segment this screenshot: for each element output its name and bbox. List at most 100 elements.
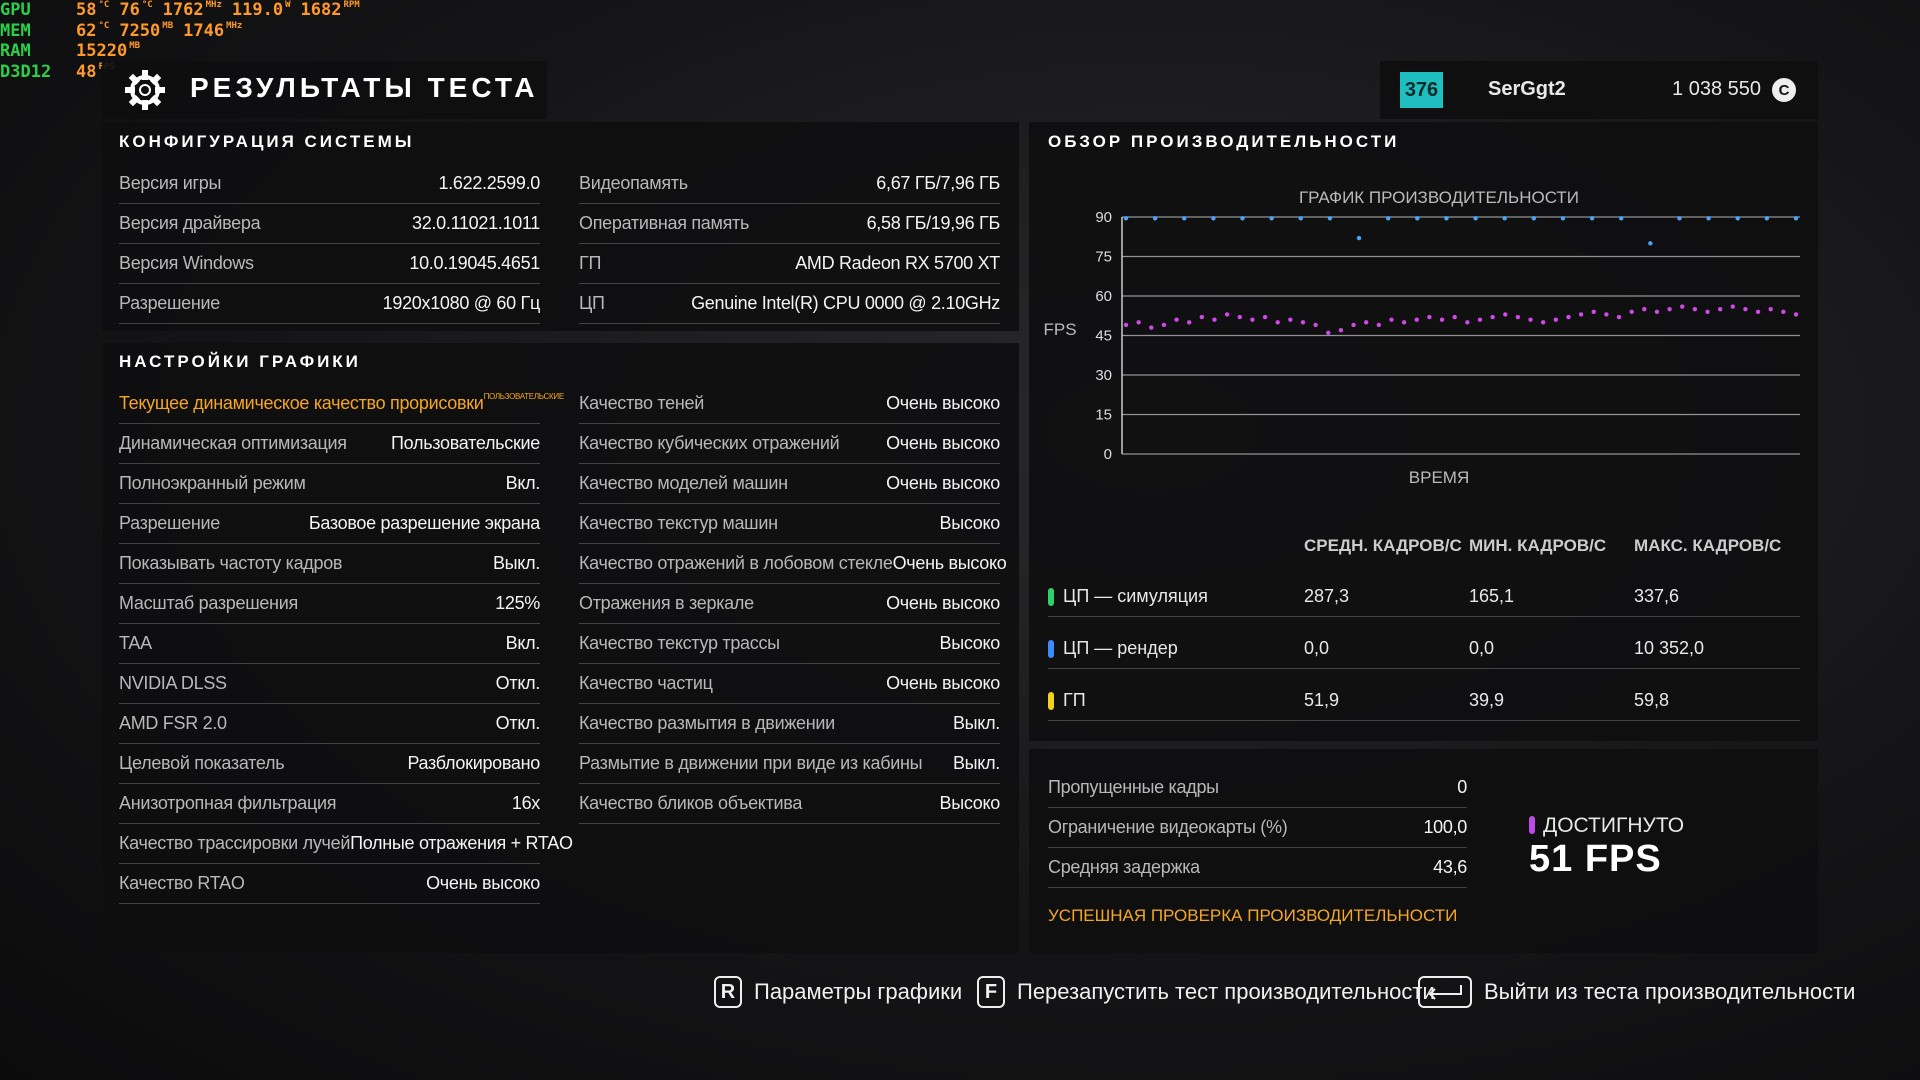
setting-row: Разрешение Базовое разрешение экрана [119, 504, 540, 544]
fps-point [1619, 216, 1624, 221]
fps-point [1415, 216, 1420, 221]
setting-label: Качество RTAO [119, 873, 245, 893]
fps-point [1250, 317, 1255, 322]
y-tick-label: 60 [1095, 288, 1112, 305]
overlay-label: D3D12 [0, 61, 52, 82]
fps-point [1376, 322, 1382, 328]
fps-point [1269, 216, 1274, 221]
fps-point [1224, 312, 1230, 317]
fps-point [1452, 314, 1457, 320]
button-label: Выйти из теста производительности [1484, 979, 1856, 1004]
setting-row: NVIDIA DLSS Откл. [119, 664, 540, 704]
stats-value: 10 352,0 [1634, 638, 1705, 658]
overlay-value: 15220 [76, 41, 128, 61]
setting-row: Качество текстур трассы Высоко [579, 624, 1000, 664]
setting-row: Ограничение видеокарты (%) 100,0 [1048, 808, 1467, 848]
credits: 1 038 550 [1672, 78, 1761, 100]
setting-row: Качество теней Очень высоко [579, 384, 1000, 424]
fps-point [1540, 320, 1546, 325]
setting-label: Качество трассировки лучей [119, 833, 351, 853]
overlay-value: 62 [76, 20, 97, 41]
overlay-value: 76 [119, 0, 140, 20]
fps-point [1237, 314, 1242, 320]
fps-point [1515, 314, 1521, 320]
y-tick-label: 15 [1095, 407, 1112, 424]
overlay-unit: W [285, 0, 291, 10]
fps-point [1182, 216, 1187, 221]
setting-label: Разрешение [119, 513, 220, 533]
setting-value: 10.0.19045.4651 [409, 253, 540, 273]
setting-row: Оперативная память 6,58 ГБ/19,96 ГБ [579, 204, 1000, 244]
footer-button[interactable]: F Перезапустить тест производительности [977, 976, 1435, 1008]
stats-value: 165,1 [1469, 586, 1515, 606]
setting-label: Качество текстур трассы [579, 633, 780, 653]
setting-row: Текущее динамическое качество прорисовки… [119, 384, 564, 424]
setting-value: 43,6 [1433, 857, 1467, 877]
setting-row: Версия драйвера 32.0.11021.1011 [119, 204, 540, 244]
highlight-label: Текущее динамическое качество прорисовки [119, 393, 484, 413]
fps-point [1589, 216, 1595, 221]
setting-label: Версия драйвера [119, 213, 261, 233]
overlay-row: RAM 15220 MB [0, 41, 140, 61]
graph-xlabel: ВРЕМЯ [1409, 468, 1469, 487]
setting-row: Динамическая оптимизация Пользовательские [119, 424, 540, 464]
setting-row: AMD FSR 2.0 Откл. [119, 704, 540, 744]
setting-value: 16x [511, 793, 540, 813]
stats-value: 39,9 [1469, 690, 1505, 710]
setting-value: 6,67 ГБ/7,96 ГБ [876, 173, 1000, 193]
fps-point [1553, 317, 1559, 322]
setting-row: Качество кубических отражений Очень высок… [579, 424, 1000, 464]
performance-graph: ГРАФИК ПРОИЗВОДИТЕЛЬНОСТИ FPS ВРЕМЯ 0 15 30 45… [1043, 188, 1800, 487]
setting-row: Средняя задержка 43,6 [1048, 848, 1467, 888]
y-tick-label: 0 [1104, 446, 1112, 463]
setting-row: Качество отражений в лобовом стекле Очень… [579, 544, 1007, 584]
setting-value: 0 [1457, 777, 1467, 797]
setting-label: Анизотропная фильтрация [119, 793, 337, 813]
fps-point [1735, 216, 1740, 221]
setting-row: Размытие в движении при виде из кабины Вы… [579, 744, 1000, 784]
stats-header: СРЕДН. КАДРОВ/С [1304, 536, 1462, 555]
fps-point [1401, 320, 1407, 325]
stats-value: 59,8 [1634, 690, 1670, 710]
setting-label: Версия Windows [119, 253, 254, 273]
level-badge: 376 [1400, 72, 1443, 108]
setting-value: Откл. [495, 713, 541, 733]
setting-value: Высоко [939, 793, 1001, 813]
fps-point [1566, 314, 1571, 320]
overlay-unit: MB [129, 41, 141, 51]
setting-label: Ограничение видеокарты (%) [1048, 817, 1288, 837]
graph-title: ГРАФИК ПРОИЗВОДИТЕЛЬНОСТИ [1299, 188, 1579, 207]
y-tick-label: 30 [1095, 367, 1112, 384]
footer-button[interactable]: R Параметры графики [714, 976, 962, 1008]
footer-button[interactable]: Выйти из теста производительности [1418, 976, 1855, 1008]
fps-point [1444, 216, 1449, 221]
fps-point [1654, 309, 1660, 314]
legend-swatch [1048, 692, 1054, 710]
fps-point [1338, 328, 1344, 333]
button-label: Перезапустить тест производительности [1017, 979, 1435, 1004]
fps-point [1502, 216, 1507, 221]
setting-label: Разрешение [119, 293, 220, 313]
overlay-row: GPU 58 °C 76 °C 1762 MHz 119.0 W 1682 RPM [0, 0, 360, 20]
overlay-value: 58 [76, 0, 97, 20]
setting-row: Разрешение 1920x1080 @ 60 Гц [119, 284, 540, 324]
highlight-note: ПОЛЬЗОВАТЕЛЬСКИЕ [483, 392, 565, 401]
overlay-unit: MB [162, 20, 174, 31]
overlay-item: 15220 MB [76, 41, 140, 61]
overlay-item: 1746 MHz [183, 21, 242, 41]
setting-value: Очень высоко [886, 593, 1000, 613]
setting-value: AMD Radeon RX 5700 XT [795, 253, 1000, 273]
fps-point [1211, 216, 1216, 221]
legend-swatch [1048, 640, 1054, 658]
y-tick-label: 75 [1095, 249, 1112, 266]
setting-value: Пользовательские [391, 433, 540, 453]
fps-point [1629, 309, 1634, 314]
fps-point [1591, 309, 1596, 314]
setting-value: Разблокировано [407, 753, 540, 773]
graphics-panel [102, 343, 1019, 953]
setting-value: Выкл. [952, 713, 1000, 733]
legend-swatch [1048, 588, 1054, 606]
gear-icon [125, 70, 165, 110]
overlay-label: RAM [0, 41, 31, 61]
stats-name: ГП [1063, 690, 1086, 710]
